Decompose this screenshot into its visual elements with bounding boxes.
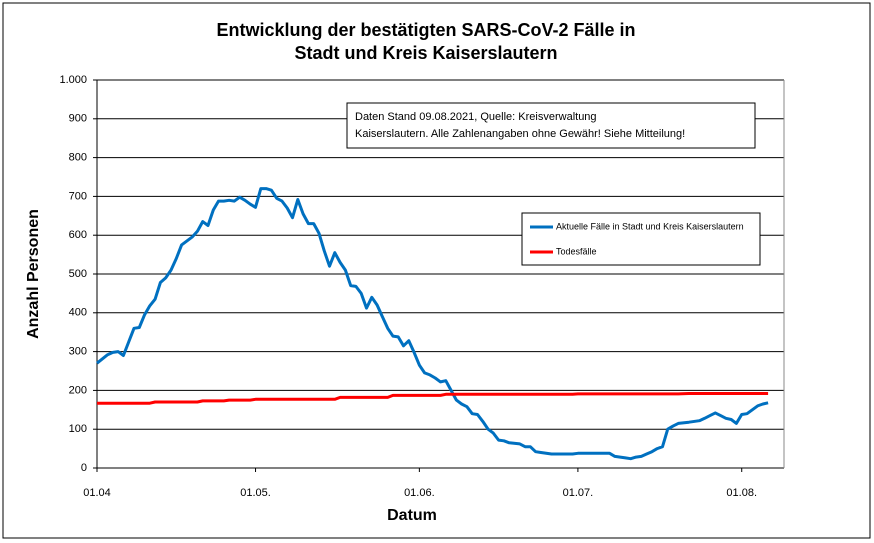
y-tick-label: 100	[69, 423, 87, 435]
y-axis-label: Anzahl Personen	[25, 209, 42, 339]
y-tick-label: 900	[69, 113, 87, 125]
y-tick-label: 1.000	[59, 74, 87, 86]
y-tick-label: 0	[81, 462, 87, 474]
x-tick-label: 01.05.	[240, 487, 271, 499]
y-tick-label: 300	[69, 346, 87, 358]
y-tick-label: 700	[69, 190, 87, 202]
y-tick-label: 400	[69, 307, 87, 319]
annotation: Daten Stand 09.08.2021, Quelle: Kreisver…	[355, 111, 597, 123]
annotation: Kaiserslautern. Alle Zahlenangaben ohne …	[355, 128, 685, 140]
legend-label: Todesfälle	[556, 246, 597, 256]
x-tick-label: 01.04	[83, 487, 111, 499]
series-line	[96, 187, 769, 461]
series-line	[97, 392, 769, 405]
y-tick-label: 600	[69, 229, 87, 241]
legend-label: Aktuelle Fälle in Stadt und Kreis Kaiser…	[556, 221, 744, 231]
legend-box	[521, 212, 761, 266]
x-tick-label: 01.07.	[563, 487, 594, 499]
y-tick-label: 500	[69, 268, 87, 280]
x-tick-label: 01.06.	[404, 487, 435, 499]
y-tick-label: 200	[69, 384, 87, 396]
y-tick-label: 800	[69, 152, 87, 164]
chart-title: Stadt und Kreis Kaiserslautern	[294, 43, 557, 63]
x-tick-label: 01.08.	[726, 487, 757, 499]
annotation-box	[346, 102, 756, 149]
chart-title: Entwicklung der bestätigten SARS-CoV-2 F…	[216, 20, 635, 40]
x-axis-label: Datum	[387, 507, 437, 524]
